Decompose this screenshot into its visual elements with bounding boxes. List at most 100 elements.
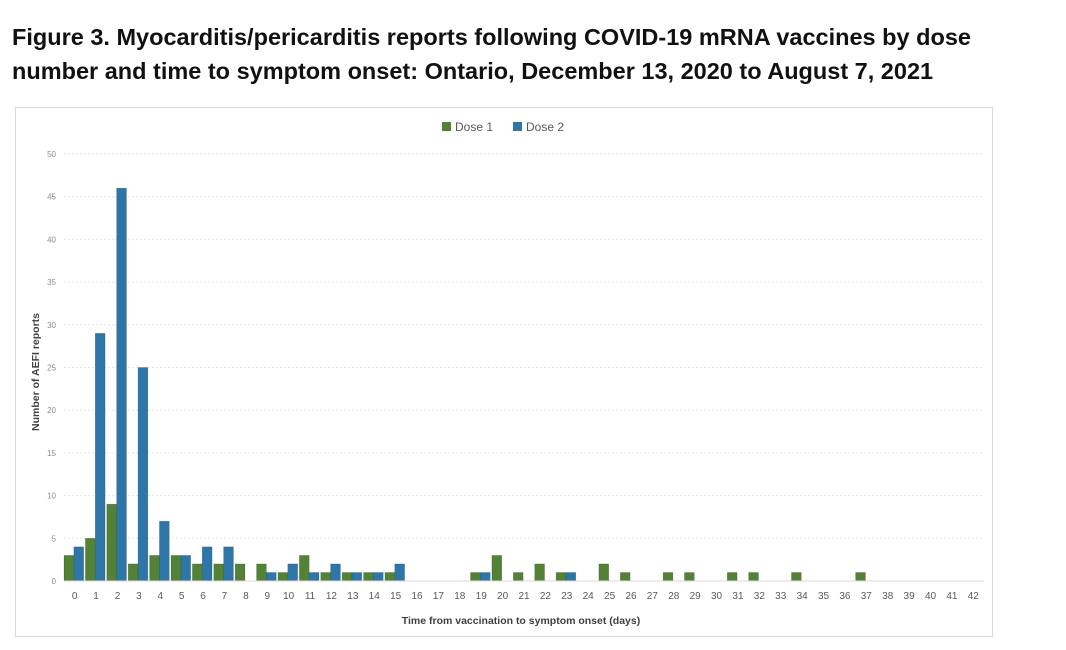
- bar-dose-2-day-14: [373, 572, 384, 582]
- legend-swatch-dose-1: [442, 122, 451, 131]
- y-tick-label: 10: [47, 492, 56, 501]
- bar-dose-2-day-7: [223, 546, 234, 582]
- bar-dose-1-day-20: [491, 555, 502, 582]
- bar-dose-1-day-11: [299, 555, 310, 582]
- bar-dose-1-day-14: [363, 572, 374, 582]
- bar-dose-1-day-37: [855, 572, 866, 582]
- x-tick-label: 4: [157, 591, 163, 602]
- bar-dose-2-day-13: [351, 572, 363, 582]
- legend: Dose 1 Dose 2: [442, 120, 564, 134]
- x-tick-label: 39: [904, 591, 916, 602]
- bar-dose-1-day-4: [149, 555, 160, 582]
- x-tick-label: 12: [326, 591, 338, 602]
- x-tick-label: 33: [775, 591, 787, 602]
- x-tick-label: 41: [946, 591, 958, 602]
- x-tick-label: 37: [861, 591, 873, 602]
- x-tick-label: 35: [818, 591, 830, 602]
- x-tick-label: 22: [540, 591, 552, 602]
- bar-dose-1-day-5: [170, 555, 182, 582]
- bar-dose-1-day-34: [791, 572, 802, 582]
- bar-dose-1-day-7: [213, 563, 224, 582]
- bar-dose-1-day-6: [192, 563, 203, 582]
- y-tick-label: 45: [47, 193, 56, 202]
- x-tick-label: 27: [647, 591, 659, 602]
- y-tick-label: 40: [47, 235, 56, 244]
- x-tick-label: 2: [115, 591, 121, 602]
- bar-dose-1-day-13: [341, 572, 353, 582]
- legend-label-dose-1: Dose 1: [455, 120, 493, 134]
- bar-dose-1-day-22: [534, 563, 545, 582]
- x-tick-label: 32: [754, 591, 766, 602]
- bar-dose-1-day-15: [384, 572, 396, 582]
- bar-dose-2-day-12: [330, 563, 341, 582]
- bar-dose-1-day-2: [106, 503, 117, 582]
- y-tick-label: 35: [47, 278, 56, 287]
- y-tick-label: 30: [47, 321, 56, 330]
- bar-dose-2-day-23: [565, 572, 577, 582]
- x-tick-label: 25: [604, 591, 616, 602]
- bar-dose-2-day-10: [287, 563, 298, 582]
- figure-title: Figure 3. Myocarditis/pericarditis repor…: [12, 24, 971, 84]
- bar-dose-1-day-9: [256, 563, 267, 582]
- x-tick-label: 7: [222, 591, 228, 602]
- x-tick-label: 5: [179, 591, 185, 602]
- bar-dose-1-day-23: [555, 572, 567, 582]
- y-tick-label: 0: [52, 577, 57, 586]
- bar-dose-1-day-0: [63, 555, 75, 582]
- y-tick-label: 20: [47, 406, 56, 415]
- x-tick-label: 26: [625, 591, 637, 602]
- y-tick-label: 5: [52, 534, 57, 543]
- bar-dose-2-day-6: [201, 546, 213, 582]
- bar-dose-1-day-19: [470, 572, 481, 582]
- x-tick-label: 0: [72, 591, 78, 602]
- bar-dose-2-day-4: [159, 520, 170, 582]
- x-tick-label: 15: [390, 591, 402, 602]
- bar-dose-2-day-5: [180, 555, 191, 582]
- x-tick-label: 31: [732, 591, 744, 602]
- x-tick-label: 28: [668, 591, 680, 602]
- x-tick-label: 42: [968, 591, 980, 602]
- x-tick-label: 14: [369, 591, 381, 602]
- bar-dose-1-day-32: [748, 572, 759, 582]
- x-tick-label: 10: [283, 591, 295, 602]
- bar-dose-1-day-25: [598, 563, 609, 582]
- bar-dose-2-day-9: [266, 572, 277, 582]
- x-tick-label: 20: [497, 591, 509, 602]
- x-tick-label: 40: [925, 591, 937, 602]
- x-tick-label: 19: [476, 591, 488, 602]
- bar-dose-1-day-28: [662, 572, 674, 582]
- bar-dose-1-day-29: [684, 572, 695, 582]
- x-tick-label: 9: [264, 591, 270, 602]
- x-tick-label: 36: [839, 591, 851, 602]
- bar-dose-2-day-1: [94, 333, 106, 582]
- bar-dose-2-day-3: [137, 367, 149, 582]
- bar-dose-1-day-21: [513, 572, 524, 582]
- x-tick-label: 38: [882, 591, 894, 602]
- bar-dose-1-day-3: [127, 563, 139, 582]
- y-axis-ticks: 0 5 10 15 20 25 30 35 40 45 50: [47, 150, 56, 586]
- x-axis-ticks: 0 1 2 3 4 5 6 7 8 9 10 11 12 13 14 15 16 17 18 19 20 21 22 23 24…: [72, 591, 979, 602]
- bars: [63, 187, 866, 582]
- x-tick-label: 8: [243, 591, 249, 602]
- x-tick-label: 11: [305, 591, 316, 602]
- x-tick-label: 18: [454, 591, 466, 602]
- x-tick-label: 21: [518, 591, 530, 602]
- chart-frame: 0 5 10 15 20 25 30 35 40 45 50 0 1 2 3 4 5 6 7 8 9 10 11 12 13 1…: [15, 107, 993, 637]
- legend-label-dose-2: Dose 2: [526, 120, 564, 134]
- x-axis-title: Time from vaccination to symptom onset (…: [402, 615, 640, 627]
- bar-dose-2-day-19: [480, 572, 491, 582]
- bar-dose-1-day-12: [320, 572, 331, 582]
- x-tick-label: 23: [561, 591, 573, 602]
- legend-swatch-dose-2: [513, 122, 522, 131]
- x-tick-label: 24: [583, 591, 595, 602]
- x-tick-label: 30: [711, 591, 723, 602]
- bar-dose-1-day-1: [85, 538, 96, 582]
- gridlines: [64, 153, 984, 539]
- x-tick-label: 3: [136, 591, 142, 602]
- y-tick-label: 15: [47, 449, 56, 458]
- bar-dose-1-day-8: [234, 563, 246, 582]
- x-tick-label: 29: [690, 591, 702, 602]
- y-axis-title: Number of AEFI reports: [30, 313, 42, 431]
- bar-dose-2-day-11: [308, 572, 320, 582]
